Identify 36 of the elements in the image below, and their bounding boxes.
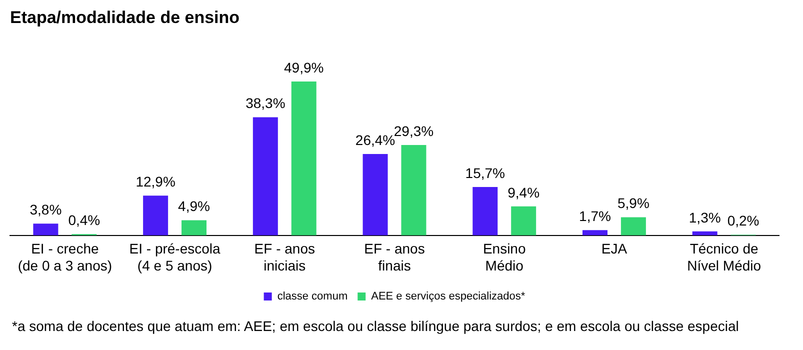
x-tick-label: Técnico de Nível Médio xyxy=(687,240,762,274)
bar xyxy=(620,217,646,236)
data-label: 9,4% xyxy=(508,184,540,200)
data-label: 12,9% xyxy=(136,173,176,190)
bar xyxy=(33,224,58,236)
x-tick-label: EI - pré-escola (4 e 5 anos) xyxy=(129,240,221,274)
data-label: 1,7% xyxy=(579,208,611,224)
bar xyxy=(182,220,207,236)
data-label: 0,2% xyxy=(727,212,760,229)
x-tick-label: EI - creche (de 0 a 3 anos) xyxy=(18,240,112,274)
data-label: 15,7% xyxy=(465,164,505,181)
text: *a soma de docentes que atuam em: AEE; em escola ou classe bilíngue para surdos; e em escola ou classe especial xyxy=(12,318,739,334)
x-tick-label: Ensino Médio xyxy=(482,240,526,274)
data-label: 0,4% xyxy=(68,212,100,228)
bar xyxy=(472,186,498,236)
chart-title: Etapa/modalidade de ensino xyxy=(10,8,240,27)
bar xyxy=(511,206,536,236)
data-label: 1,3% xyxy=(688,209,721,226)
bar xyxy=(291,82,316,236)
legend-label: AEE e serviços especializados* xyxy=(371,290,526,303)
x-tick-label: EF - anos finais xyxy=(364,240,425,274)
data-label: 38,3% xyxy=(246,95,286,112)
data-label: 3,8% xyxy=(30,202,62,218)
data-label: 5,9% xyxy=(617,195,650,212)
bar xyxy=(582,230,608,236)
bar xyxy=(401,145,426,236)
legend-label: classe comum xyxy=(277,290,348,303)
bar xyxy=(252,117,278,236)
data-label: 4,9% xyxy=(178,198,210,214)
data-label: 26,4% xyxy=(355,132,396,148)
data-label: 49,9% xyxy=(284,59,324,76)
x-tick-label: EJA xyxy=(601,240,628,257)
bar xyxy=(362,154,388,236)
data-label: 29,3% xyxy=(394,122,434,139)
x-tick-label: EF - anos iniciais xyxy=(254,240,315,274)
bar xyxy=(143,196,168,236)
